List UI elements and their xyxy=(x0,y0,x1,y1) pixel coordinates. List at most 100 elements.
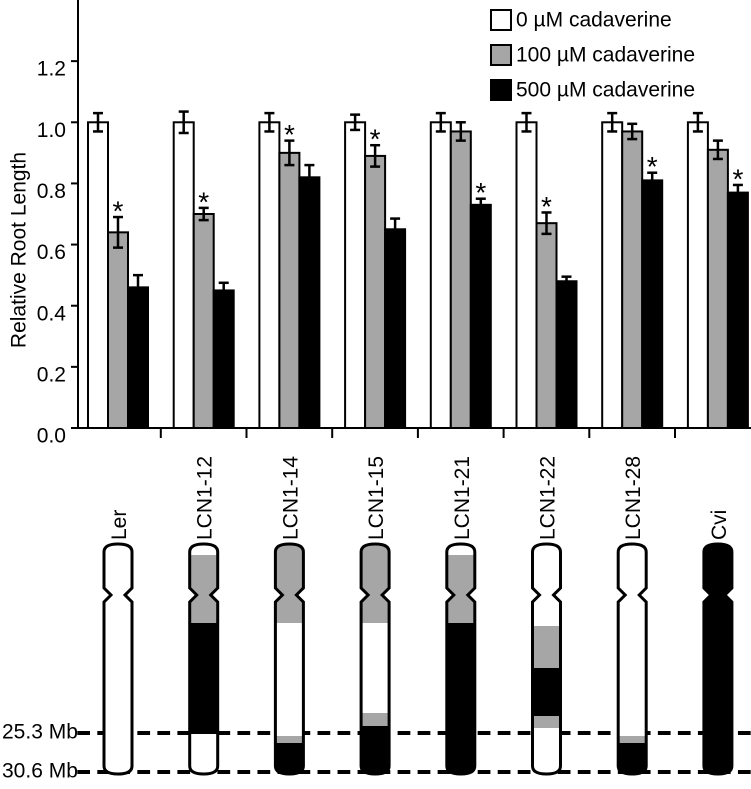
error-bar xyxy=(218,281,229,300)
y-axis-title: Relative Root Length xyxy=(8,152,31,348)
significance-marker: * xyxy=(113,195,124,226)
chromosome-segment xyxy=(532,626,561,668)
error-bar xyxy=(390,217,401,242)
category-label: LCN1-22 xyxy=(537,456,560,540)
error-bar xyxy=(133,273,143,301)
error-bar xyxy=(304,163,315,191)
bar xyxy=(429,121,452,430)
bar xyxy=(344,121,367,430)
chromosome-outline xyxy=(531,542,562,776)
chromosome xyxy=(189,544,218,774)
chromosome-segment xyxy=(189,555,218,623)
significance-marker: * xyxy=(475,177,486,208)
chromosome xyxy=(703,544,732,774)
error-bar xyxy=(607,111,618,133)
error-bar xyxy=(712,139,723,161)
category-label: Cvi xyxy=(708,510,731,540)
error-bar xyxy=(455,121,466,142)
y-tick-label: 0.8 xyxy=(37,180,66,203)
chromosome-segment xyxy=(703,544,732,774)
y-tick-label: 0.6 xyxy=(37,241,66,264)
category-label: LCN1-12 xyxy=(194,456,217,540)
bar xyxy=(686,121,709,430)
bar xyxy=(212,289,235,429)
chromosome-segment xyxy=(361,726,390,774)
marker-label: 30.6 Mb xyxy=(2,760,78,783)
bar xyxy=(706,148,729,430)
chromosome-segment xyxy=(532,544,561,626)
chromosome-segment xyxy=(189,544,218,555)
chromosome xyxy=(361,544,390,774)
error-bar xyxy=(113,215,123,249)
error-bar xyxy=(435,111,446,133)
bar xyxy=(535,222,558,429)
category-label: LCN1-21 xyxy=(451,456,474,540)
error-bar xyxy=(627,122,638,141)
significance-marker: * xyxy=(198,186,209,217)
chromosome xyxy=(446,544,475,774)
chromosome xyxy=(618,544,647,774)
chromosome-outline xyxy=(102,542,134,776)
bar xyxy=(555,280,578,429)
bar xyxy=(278,151,301,429)
bar xyxy=(384,228,407,429)
significance-marker: * xyxy=(541,191,552,222)
chromosome-segment xyxy=(361,544,390,623)
chromosome-segment xyxy=(275,743,304,774)
chromosome-segment xyxy=(446,623,475,774)
y-tick-label: 1.0 xyxy=(37,119,66,142)
error-bar xyxy=(647,171,658,190)
bar xyxy=(601,121,624,430)
chromosome-segment xyxy=(361,713,390,726)
chromosome-segment xyxy=(446,544,475,555)
chromosome-segment xyxy=(275,623,304,736)
chromosome-segment xyxy=(532,668,561,716)
bar xyxy=(515,121,538,430)
chromosome-segment xyxy=(532,728,561,774)
legend-label: 0 µM cadaverine xyxy=(516,9,672,32)
bar xyxy=(87,121,109,430)
error-bar xyxy=(350,113,361,132)
chromosome xyxy=(104,544,132,774)
chromosome-outline xyxy=(445,542,477,776)
chromosome-segment xyxy=(618,743,647,774)
significance-marker: * xyxy=(284,119,295,150)
chromosome-outline xyxy=(273,542,305,776)
legend-swatch xyxy=(490,9,512,31)
chromosome-segment xyxy=(618,736,647,743)
y-tick-label: 1.2 xyxy=(37,58,66,81)
error-bar xyxy=(692,111,703,133)
bar xyxy=(641,179,664,429)
chromosome-segment xyxy=(104,544,132,774)
bar xyxy=(298,176,321,429)
chromosome-segment xyxy=(275,736,304,743)
significance-marker: * xyxy=(647,151,658,182)
bar xyxy=(726,191,749,429)
chromosome-segment xyxy=(532,716,561,728)
chromosome xyxy=(275,544,304,774)
bar xyxy=(258,121,281,430)
error-bar xyxy=(264,111,275,133)
error-bar xyxy=(370,143,381,168)
significance-marker: * xyxy=(732,163,743,194)
bar xyxy=(364,154,387,430)
bar xyxy=(192,213,215,429)
chromosome-segment xyxy=(189,734,218,774)
error-bar xyxy=(284,139,295,167)
bar xyxy=(107,231,129,429)
chromosome xyxy=(532,544,561,774)
y-tick-label: 0.4 xyxy=(37,302,67,325)
error-bar xyxy=(561,275,572,288)
bar xyxy=(172,121,195,430)
chromosome-segment xyxy=(618,544,647,736)
chromosome-outline xyxy=(359,542,391,776)
bar xyxy=(127,286,149,429)
chromosome-segment xyxy=(361,623,390,713)
chromosome-segment xyxy=(189,623,218,734)
error-bar xyxy=(732,183,743,202)
category-label: LCN1-14 xyxy=(279,456,302,540)
error-bar xyxy=(93,111,103,133)
error-bar xyxy=(521,111,532,133)
y-tick-label: 0.0 xyxy=(37,425,66,448)
